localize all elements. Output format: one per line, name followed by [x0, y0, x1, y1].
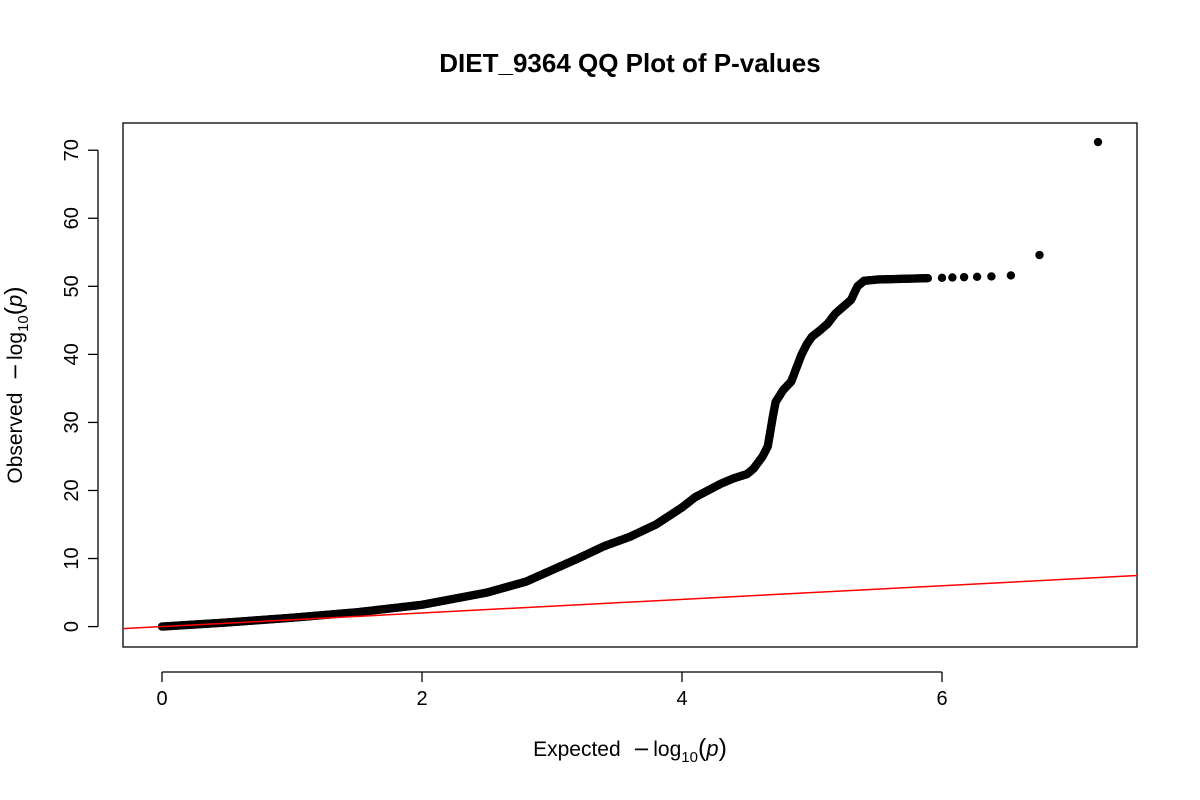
plot-area: [123, 137, 1137, 631]
y-tick-label: 60: [61, 207, 83, 229]
data-point: [1006, 271, 1016, 280]
x-tick-label: 6: [936, 688, 947, 710]
data-point: [972, 272, 982, 281]
x-tick-label: 2: [416, 688, 427, 710]
y-tick-label: 20: [61, 479, 83, 501]
y-tick-label: 50: [61, 275, 83, 297]
data-point: [1035, 250, 1044, 260]
x-axis-label-prefix: Expected: [533, 738, 621, 761]
reference-line: [123, 574, 1137, 630]
data-point: [937, 273, 947, 283]
y-axis: 0 10 20 30 40 50 60 70: [61, 139, 99, 632]
data-point: [948, 273, 957, 282]
data-points: [157, 137, 1103, 631]
x-axis: 0 2 4 6: [156, 671, 948, 710]
plot-frame: [122, 122, 1138, 648]
y-tick-label: 10: [61, 547, 83, 569]
chart-title: DIET_9364 QQ Plot of P-values: [439, 48, 820, 78]
y-tick-label: 40: [61, 343, 83, 365]
y-tick-label: 70: [61, 139, 83, 161]
data-point: [923, 273, 933, 283]
y-tick-label: 30: [61, 411, 83, 433]
x-tick-label: 0: [156, 688, 167, 710]
data-point: [1093, 137, 1103, 147]
y-axis-label-prefix: Observed: [4, 393, 27, 484]
y-tick-label: 0: [61, 621, 83, 632]
x-tick-label: 4: [676, 688, 687, 710]
data-point: [987, 272, 996, 281]
data-point: [959, 272, 969, 282]
x-axis-label: Expected − log10(p): [533, 734, 727, 766]
y-axis-label: Observed−log10(p): [0, 286, 32, 483]
